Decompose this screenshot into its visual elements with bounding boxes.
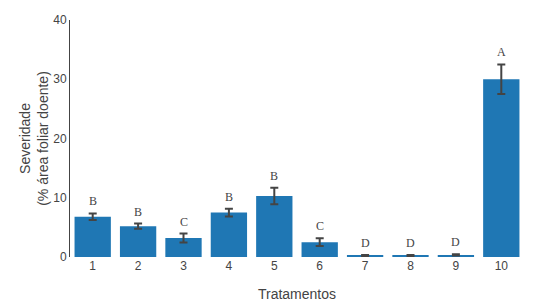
svg-text:6: 6	[316, 259, 323, 273]
svg-text:0: 0	[60, 250, 67, 264]
svg-text:10: 10	[495, 259, 509, 273]
svg-text:1: 1	[89, 259, 96, 273]
svg-text:Tratamentos: Tratamentos	[258, 286, 336, 302]
svg-text:3: 3	[180, 259, 187, 273]
svg-text:7: 7	[362, 259, 369, 273]
svg-text:40: 40	[53, 13, 67, 27]
svg-text:D: D	[406, 236, 415, 250]
svg-text:B: B	[134, 205, 142, 219]
svg-text:20: 20	[53, 132, 67, 146]
svg-text:30: 30	[53, 72, 67, 86]
svg-text:B: B	[225, 190, 233, 204]
svg-text:A: A	[497, 45, 506, 59]
svg-text:10: 10	[53, 191, 67, 205]
svg-text:2: 2	[135, 259, 142, 273]
svg-text:B: B	[270, 169, 278, 183]
svg-text:B: B	[89, 194, 97, 208]
svg-text:4: 4	[226, 259, 233, 273]
svg-text:5: 5	[271, 259, 278, 273]
svg-text:8: 8	[407, 259, 414, 273]
svg-text:C: C	[180, 215, 188, 229]
svg-text:C: C	[316, 219, 324, 233]
svg-text:9: 9	[453, 259, 460, 273]
svg-text:Severidade(% área foliar doent: Severidade(% área foliar doente)	[17, 71, 51, 206]
svg-text:D: D	[451, 235, 460, 249]
svg-text:D: D	[361, 236, 370, 250]
